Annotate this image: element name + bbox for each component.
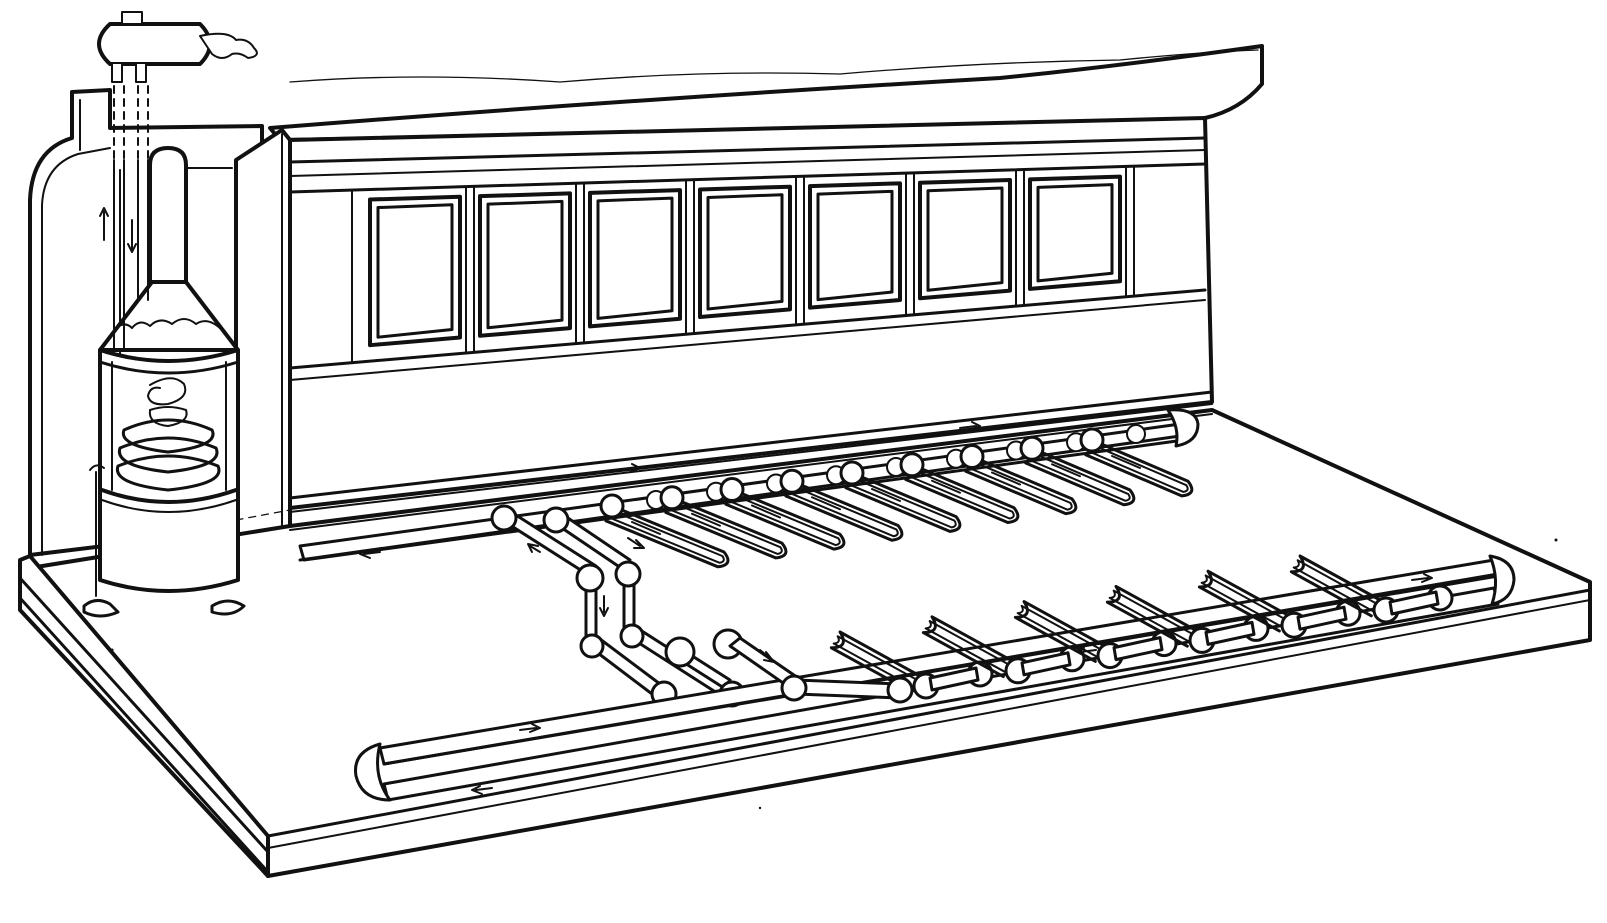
pipe-link <box>1020 651 1072 677</box>
floor-loop-near <box>829 630 922 694</box>
pipe-link <box>1388 590 1440 616</box>
flow-arrow <box>811 496 841 511</box>
window-frame <box>478 191 572 338</box>
floor-loop-near <box>1105 584 1198 648</box>
floor-loop-near <box>1197 569 1290 633</box>
pipe-elbow <box>959 444 985 469</box>
flow-arrow <box>1111 455 1141 469</box>
window-pane <box>376 203 454 339</box>
flow-arrow <box>691 512 721 527</box>
pipe-link <box>1112 636 1164 662</box>
window-frame <box>698 184 792 320</box>
window-frame <box>368 194 462 348</box>
flow-arrow <box>1051 463 1081 478</box>
pipe-elbow <box>1019 435 1045 461</box>
flow-arrow <box>991 471 1021 486</box>
floor-loop-far <box>604 504 730 569</box>
window-frame <box>918 177 1012 301</box>
window-frame <box>588 188 682 329</box>
pipe-elbow <box>1079 427 1105 453</box>
floor-loop-far-inner <box>666 500 783 555</box>
pipe-elbow <box>839 460 865 486</box>
heater-stove <box>82 146 246 618</box>
flow-arrow <box>751 504 781 519</box>
window-pane <box>816 189 894 302</box>
window-pane <box>706 193 784 311</box>
floor-loops-near <box>829 554 1454 700</box>
pipe-elbow <box>899 452 925 478</box>
floor-loop-far <box>1084 438 1194 498</box>
flow-arrow <box>631 521 661 535</box>
floor-loop-near-inner <box>1108 589 1195 643</box>
floor-loop-far <box>664 496 788 560</box>
floor-loop-far-inner <box>906 467 1015 520</box>
pipe-elbow <box>1126 424 1146 444</box>
floor-loop-near-inner <box>924 620 1011 674</box>
floor-loop-far <box>964 455 1078 516</box>
window-frame <box>808 181 902 310</box>
floor-loop-far <box>724 488 846 551</box>
floor-loops-far <box>599 424 1194 569</box>
floor-loop-far-inner <box>966 459 1073 511</box>
window-pane <box>486 199 564 330</box>
window-pane <box>596 196 674 320</box>
pipe-elbow <box>659 485 685 511</box>
window-pane <box>1036 183 1114 283</box>
print-specks <box>110 538 1558 810</box>
piping-risers <box>490 504 746 708</box>
floor-loop-far-inner <box>1026 451 1131 502</box>
expansion-tank <box>97 11 258 351</box>
pipe-link <box>928 666 980 692</box>
floor-loop-far-inner <box>846 475 957 529</box>
pipe-link <box>1204 620 1256 646</box>
piping-near-connector <box>728 636 914 704</box>
floor-loop-near-inner <box>832 635 919 689</box>
floor-loop-near <box>921 615 1014 679</box>
floor-loop-far <box>784 479 904 542</box>
floor-cross-section <box>18 554 270 878</box>
floor-loop-near-inner <box>1292 559 1379 613</box>
pipe-elbow <box>599 493 625 519</box>
window-row <box>351 165 1135 364</box>
floor-loop-near-inner <box>1200 574 1287 628</box>
window-frame <box>1028 174 1122 291</box>
floor-loop-far-inner <box>786 484 899 538</box>
floor-loop-far-inner <box>1086 442 1189 493</box>
floor-loop-far-inner <box>606 508 725 564</box>
pipe-elbow <box>719 477 745 502</box>
floor-loop-near <box>1013 600 1106 663</box>
pipe-elbow <box>779 468 805 494</box>
floor-loop-near-inner <box>1016 604 1103 659</box>
floor-loop-far <box>904 463 1020 524</box>
flow-arrow <box>931 479 961 494</box>
floor-loop-far <box>844 471 962 533</box>
floor-loop-near <box>1289 554 1382 618</box>
window-pane <box>926 186 1004 292</box>
floor-loop-far <box>1024 446 1136 507</box>
pipe-link <box>1296 605 1348 631</box>
floor-loop-far-inner <box>726 492 841 547</box>
flow-arrow <box>871 488 901 502</box>
